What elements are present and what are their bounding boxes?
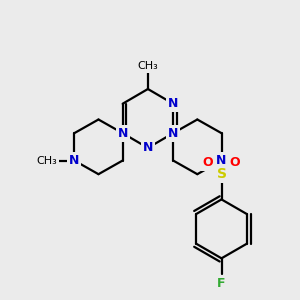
- Text: N: N: [118, 127, 128, 140]
- Text: N: N: [216, 154, 227, 167]
- Text: N: N: [168, 97, 178, 110]
- Text: CH₃: CH₃: [37, 155, 57, 166]
- Text: S: S: [217, 167, 226, 181]
- Text: CH₃: CH₃: [137, 61, 158, 71]
- Text: N: N: [168, 127, 178, 140]
- Text: O: O: [202, 156, 213, 169]
- Text: O: O: [230, 156, 241, 169]
- Text: F: F: [217, 277, 226, 290]
- Text: N: N: [69, 154, 80, 167]
- Text: N: N: [143, 141, 153, 154]
